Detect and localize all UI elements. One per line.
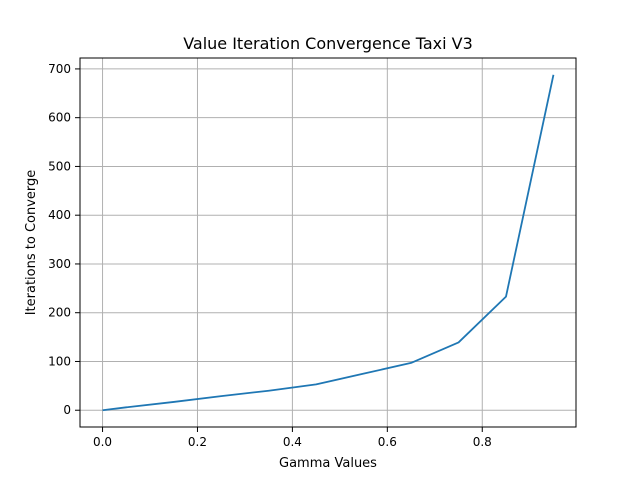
- grid: [80, 58, 576, 427]
- plot-frame: [79, 57, 577, 428]
- x-tick-label: 0.8: [473, 435, 492, 449]
- y-axis-ticks: 0 100 200 300 400 500 600 700: [48, 62, 80, 417]
- x-tick-label: 0.2: [188, 435, 207, 449]
- chart-title: Value Iteration Convergence Taxi V3: [183, 34, 473, 53]
- y-tick-label: 100: [48, 354, 71, 368]
- x-tick-label: 0.4: [283, 435, 302, 449]
- y-tick-label: 600: [48, 111, 71, 125]
- x-axis-label: Gamma Values: [279, 456, 377, 471]
- y-tick-label: 400: [48, 208, 71, 222]
- series-layer: [102, 74, 555, 412]
- y-tick-label: 500: [48, 159, 71, 173]
- y-tick-label: 300: [48, 257, 71, 271]
- x-tick-label: 0.6: [378, 435, 397, 449]
- y-tick-label: 200: [48, 306, 71, 320]
- x-axis-ticks: 0.0 0.2 0.4 0.6 0.8: [93, 427, 492, 449]
- x-tick-label: 0.0: [93, 435, 112, 449]
- y-tick-label: 700: [48, 62, 71, 76]
- y-tick-label: 0: [63, 403, 71, 417]
- y-axis-label: Iterations to Converge: [24, 170, 39, 316]
- series-line: [102, 74, 555, 412]
